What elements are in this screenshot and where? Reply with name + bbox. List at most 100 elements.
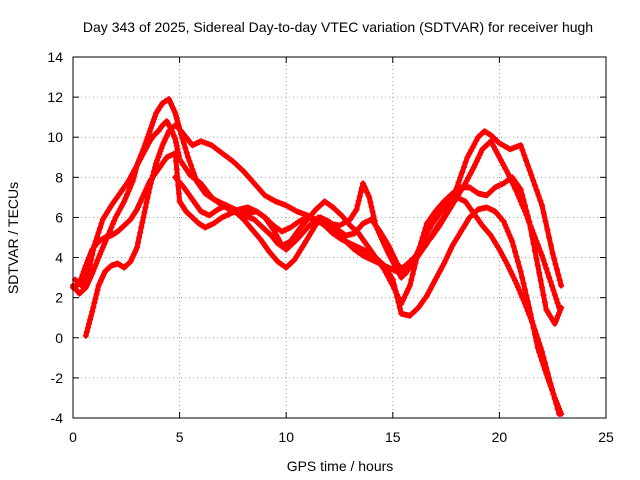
data-point bbox=[83, 328, 90, 335]
axis-ticks: 0 5 10 15 20 25 -4 -2 0 2 4 6 8 10 12 14 bbox=[47, 49, 614, 445]
data-point bbox=[186, 158, 193, 165]
grid-lines bbox=[73, 57, 606, 418]
data-point bbox=[147, 125, 154, 132]
data-point bbox=[99, 244, 106, 251]
data-point bbox=[544, 370, 551, 377]
data-point bbox=[507, 235, 514, 242]
data-point bbox=[517, 142, 524, 149]
data-point bbox=[98, 247, 105, 254]
series-markers-6 bbox=[278, 174, 565, 327]
data-point bbox=[517, 290, 524, 297]
data-point bbox=[366, 194, 373, 201]
data-point bbox=[513, 253, 520, 260]
data-point bbox=[173, 166, 180, 173]
data-point bbox=[502, 221, 509, 228]
data-point bbox=[558, 282, 565, 289]
data-point bbox=[517, 268, 524, 275]
data-point bbox=[156, 151, 163, 158]
data-point bbox=[157, 148, 164, 155]
data-point bbox=[455, 179, 462, 186]
data-point bbox=[158, 145, 165, 152]
data-point bbox=[355, 197, 362, 204]
data-point bbox=[531, 247, 538, 254]
data-point bbox=[146, 128, 153, 135]
x-tick-label: 0 bbox=[69, 429, 77, 445]
data-point bbox=[531, 327, 538, 334]
data-points bbox=[70, 96, 565, 417]
data-point bbox=[546, 274, 553, 281]
y-tick-label: 8 bbox=[55, 169, 63, 185]
data-point bbox=[553, 296, 560, 302]
data-point bbox=[533, 331, 540, 338]
data-point bbox=[547, 242, 554, 249]
series-markers-9 bbox=[172, 174, 469, 277]
data-point bbox=[542, 218, 549, 225]
y-tick-label: 4 bbox=[55, 250, 63, 266]
data-point bbox=[513, 280, 520, 287]
data-point bbox=[469, 144, 476, 151]
data-point bbox=[540, 210, 547, 217]
data-point bbox=[522, 202, 528, 209]
data-point bbox=[519, 191, 526, 198]
data-point bbox=[529, 233, 536, 240]
data-point bbox=[536, 269, 543, 276]
y-tick-label: 0 bbox=[55, 330, 63, 346]
series-markers-10 bbox=[462, 198, 563, 417]
data-point bbox=[91, 300, 98, 306]
data-point bbox=[547, 278, 554, 285]
y-tick-label: 10 bbox=[47, 129, 63, 145]
data-point bbox=[550, 287, 557, 294]
data-point bbox=[524, 162, 531, 169]
data-point bbox=[539, 252, 545, 259]
data-point bbox=[471, 140, 478, 147]
data-point bbox=[537, 344, 544, 351]
data-point bbox=[554, 406, 561, 412]
data-point bbox=[77, 277, 84, 284]
data-point bbox=[124, 191, 130, 198]
data-point bbox=[97, 225, 103, 232]
data-point bbox=[111, 217, 118, 224]
data-point bbox=[89, 308, 96, 315]
data-point bbox=[506, 231, 513, 238]
data-point bbox=[513, 188, 520, 195]
data-point bbox=[443, 254, 450, 261]
data-point bbox=[536, 245, 543, 252]
x-tick-label: 10 bbox=[278, 429, 294, 445]
data-point bbox=[144, 134, 151, 141]
data-point bbox=[535, 192, 542, 199]
data-point bbox=[141, 143, 148, 150]
data-point bbox=[92, 295, 99, 302]
data-point bbox=[530, 240, 537, 247]
data-point bbox=[524, 213, 531, 220]
data-point bbox=[396, 305, 403, 311]
data-point bbox=[406, 282, 413, 289]
data-point bbox=[539, 284, 545, 291]
data-point bbox=[531, 182, 538, 189]
y-tick-label: 14 bbox=[47, 49, 63, 65]
data-point bbox=[523, 207, 530, 214]
data-point bbox=[459, 169, 466, 176]
data-point bbox=[553, 401, 560, 407]
plot-frame bbox=[72, 56, 607, 419]
x-tick-label: 25 bbox=[598, 429, 614, 445]
data-point bbox=[519, 274, 526, 281]
data-point bbox=[540, 354, 547, 361]
y-tick-label: 2 bbox=[55, 290, 63, 306]
data-point bbox=[529, 319, 536, 326]
data-point bbox=[81, 285, 88, 292]
data-point bbox=[392, 288, 399, 294]
data-point bbox=[549, 283, 555, 289]
data-point bbox=[473, 137, 480, 144]
x-tick-label: 5 bbox=[176, 429, 184, 445]
data-point bbox=[530, 177, 537, 184]
data-point bbox=[143, 137, 150, 144]
data-point bbox=[514, 258, 521, 265]
data-point bbox=[367, 199, 374, 206]
data-point bbox=[552, 261, 559, 268]
data-point bbox=[149, 119, 156, 126]
data-point bbox=[81, 265, 88, 272]
data-point bbox=[533, 255, 540, 262]
data-point bbox=[190, 170, 197, 177]
data-point bbox=[520, 280, 527, 287]
